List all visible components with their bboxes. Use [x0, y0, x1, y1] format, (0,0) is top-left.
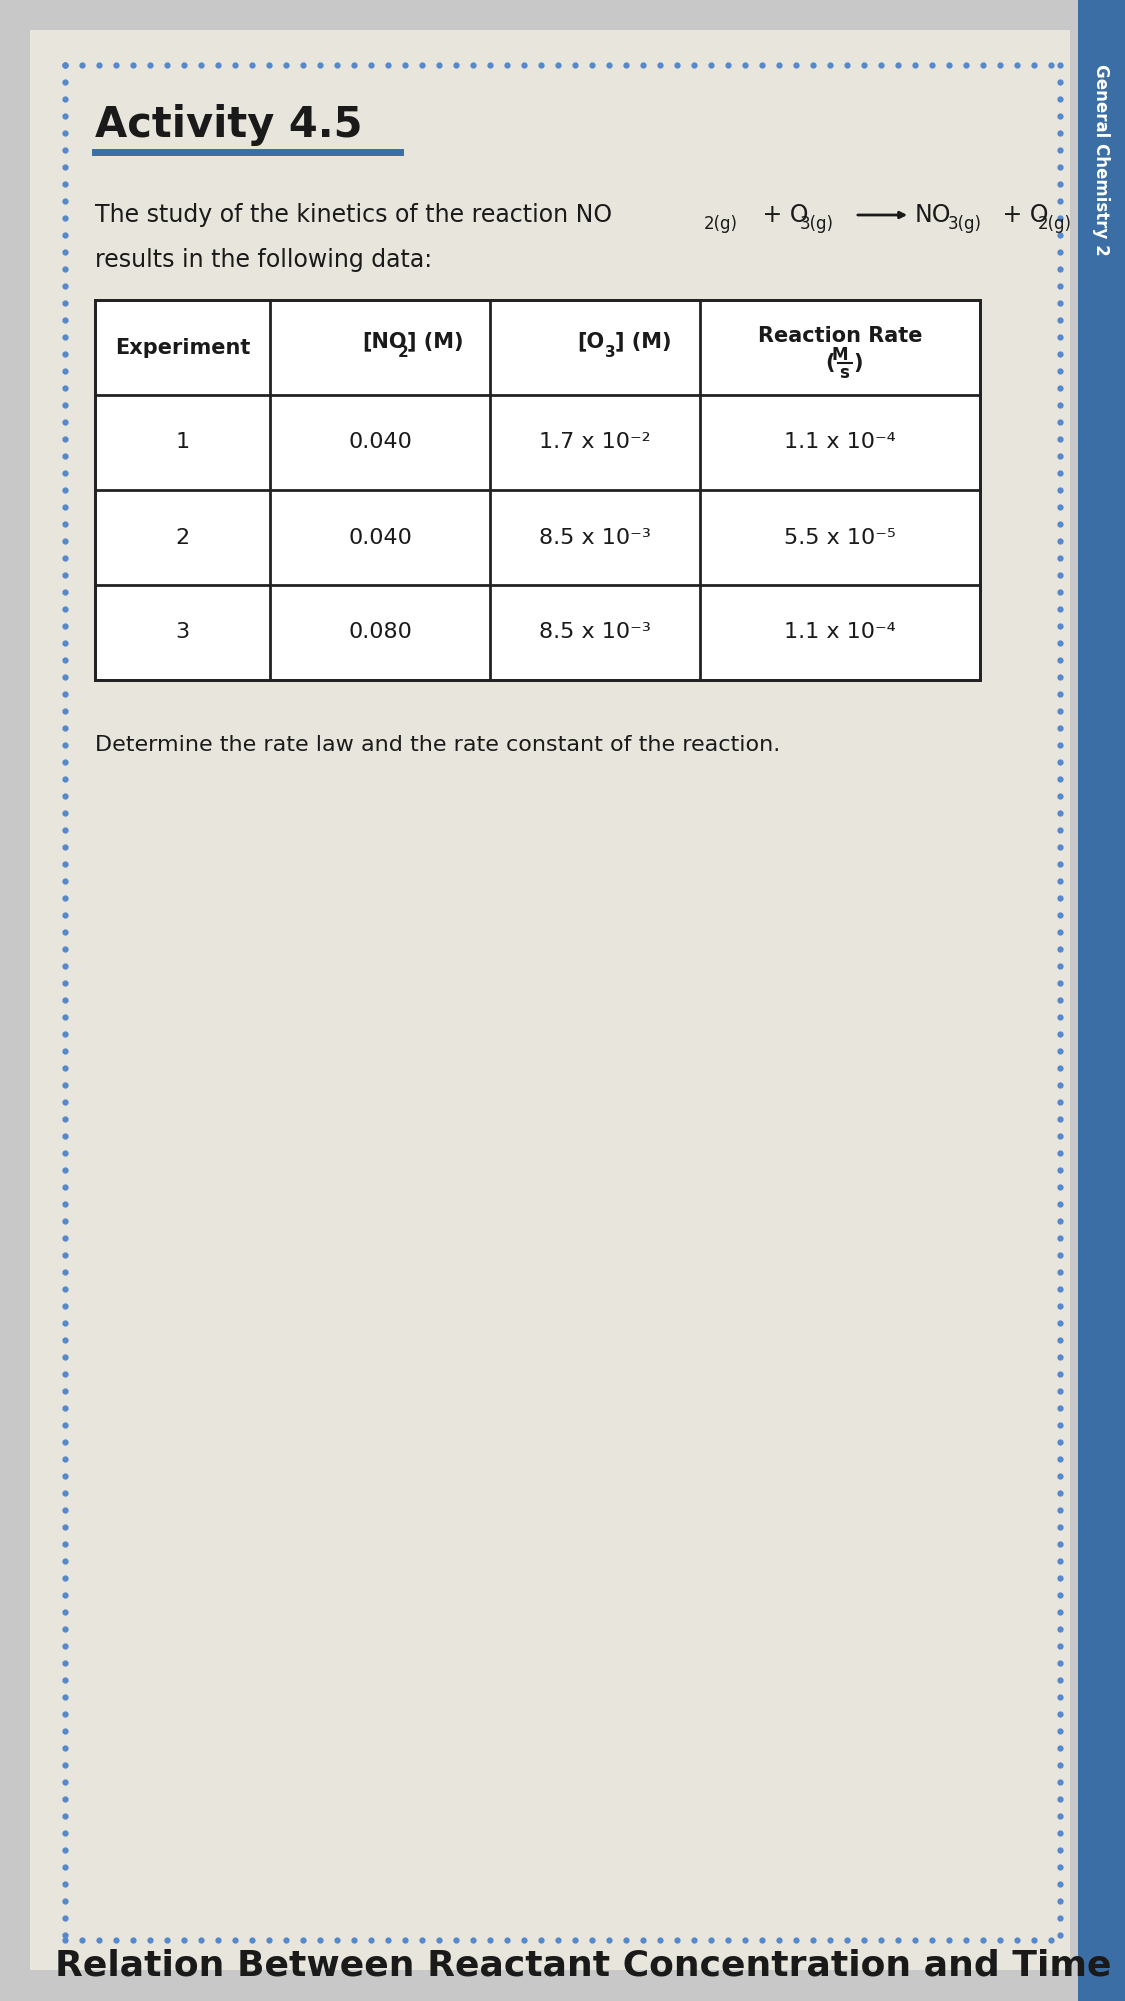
Bar	[94, 300, 980, 680]
Text: General Chemistry 2: General Chemistry 2	[1092, 64, 1110, 256]
Text: s: s	[839, 364, 849, 382]
Text: 2(g): 2(g)	[1038, 214, 1072, 232]
Text: 3(g): 3(g)	[948, 214, 982, 232]
Text: (: (	[826, 352, 835, 372]
Text: 2(g): 2(g)	[704, 214, 738, 232]
Text: [O: [O	[577, 332, 604, 352]
Text: 8.5 x 10⁻³: 8.5 x 10⁻³	[539, 622, 651, 642]
Text: 2: 2	[176, 528, 189, 548]
Text: 3(g): 3(g)	[800, 214, 834, 232]
Text: Relation Between Reactant Concentration and Time: Relation Between Reactant Concentration …	[55, 1949, 1112, 1983]
Bar	[1078, 0, 1125, 2001]
Text: + O: + O	[755, 202, 809, 226]
Text: 8.5 x 10⁻³: 8.5 x 10⁻³	[539, 528, 651, 548]
Text: M: M	[831, 346, 848, 364]
Text: Experiment: Experiment	[115, 338, 250, 358]
Text: + O: + O	[994, 202, 1048, 226]
Text: results in the following data:: results in the following data:	[94, 248, 432, 272]
Text: 3: 3	[605, 344, 615, 360]
Text: 0.080: 0.080	[348, 622, 412, 642]
Text: NO: NO	[915, 202, 952, 226]
Text: Activity 4.5: Activity 4.5	[94, 104, 362, 146]
Text: ] (M): ] (M)	[615, 332, 672, 352]
Text: 5.5 x 10⁻⁵: 5.5 x 10⁻⁵	[784, 528, 896, 548]
Text: Determine the rate law and the rate constant of the reaction.: Determine the rate law and the rate cons…	[94, 734, 781, 754]
Text: 0.040: 0.040	[348, 528, 412, 548]
Text: 0.040: 0.040	[348, 432, 412, 452]
Text: 3: 3	[176, 622, 189, 642]
Text: 1.1 x 10⁻⁴: 1.1 x 10⁻⁴	[784, 432, 896, 452]
Text: ] (M): ] (M)	[407, 332, 464, 352]
Text: Reaction Rate: Reaction Rate	[758, 326, 922, 346]
Text: The study of the kinetics of the reaction NO: The study of the kinetics of the reactio…	[94, 202, 612, 226]
Text: ): )	[853, 352, 863, 372]
Text: 1.7 x 10⁻²: 1.7 x 10⁻²	[539, 432, 650, 452]
Text: 1: 1	[176, 432, 189, 452]
Text: 2: 2	[398, 344, 408, 360]
Text: [NO: [NO	[362, 332, 406, 352]
Text: 1.1 x 10⁻⁴: 1.1 x 10⁻⁴	[784, 622, 896, 642]
